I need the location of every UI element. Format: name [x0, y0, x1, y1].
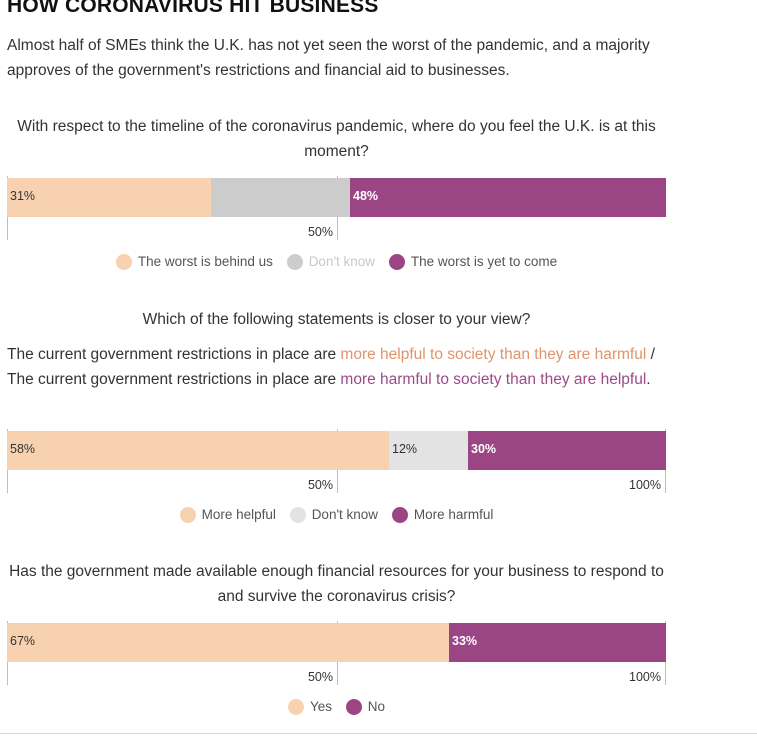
legend-swatch-yes	[287, 698, 304, 715]
chart-1-segment-worst-behind: 31%	[7, 178, 211, 217]
chart-2-label-dont-know: 12%	[392, 442, 418, 456]
statement-middle: / The current government restrictions in…	[7, 346, 655, 388]
chart-1-segment-worst-to-come: 48%	[350, 178, 666, 217]
legend-item-worst-behind: The worst is behind us	[115, 253, 273, 270]
chart-1-segment-dont-know	[211, 178, 350, 217]
chart-2-statement: The current government restrictions in p…	[7, 342, 672, 392]
statement-suffix: .	[646, 371, 651, 388]
chart-1-question: With respect to the timeline of the coro…	[17, 118, 656, 160]
bottom-divider	[0, 733, 757, 734]
legend-swatch-no	[345, 698, 362, 715]
legend-item-worst-to-come: The worst is yet to come	[388, 253, 558, 270]
chart-3-tick-100: 100%	[629, 670, 661, 684]
statement-harmful-phrase: more harmful to society than they are he…	[340, 371, 647, 388]
chart-3-bar: 67% 33%	[7, 623, 666, 662]
legend-label-yes: Yes	[309, 699, 332, 715]
legend-label-worst-to-come: The worst is yet to come	[410, 254, 558, 270]
chart-2-tick-50: 50%	[307, 478, 333, 492]
chart-2-segment-more-helpful: 58%	[7, 431, 389, 470]
chart-3-tick-50: 50%	[307, 670, 333, 684]
chart-2-label-more-helpful: 58%	[10, 442, 36, 456]
chart-3-label-yes: 67%	[10, 634, 36, 648]
legend-label-more-harmful: More harmful	[413, 507, 494, 523]
legend-item-dont-know-2: Don't know	[289, 506, 379, 523]
legend-item-no: No	[345, 698, 386, 715]
legend-label-dont-know: Don't know	[308, 254, 376, 270]
chart-2-bar: 58% 12% 30%	[7, 431, 666, 470]
chart-1-tick-50: 50%	[307, 225, 333, 239]
legend-swatch-more-harmful	[391, 506, 408, 523]
chart-1-bar: 31% 48%	[7, 178, 666, 217]
chart-2-label-more-harmful: 30%	[471, 442, 497, 456]
legend-label-dont-know-2: Don't know	[311, 507, 379, 523]
chart-3-legend: Yes No	[7, 698, 666, 715]
chart-3-question: Has the government made available enough…	[9, 563, 664, 605]
legend-label-no: No	[367, 699, 386, 715]
chart-3-label-no: 33%	[452, 634, 478, 648]
chart-2-legend: More helpful Don't know More harmful	[7, 506, 666, 523]
chart-3-segment-yes: 67%	[7, 623, 449, 662]
legend-swatch-worst-to-come	[388, 253, 405, 270]
legend-item-more-harmful: More harmful	[391, 506, 494, 523]
chart-3-segment-no: 33%	[449, 623, 666, 662]
legend-swatch-dont-know-2	[289, 506, 306, 523]
page-subtitle: Almost half of SMEs think the U.K. has n…	[7, 37, 650, 79]
chart-2-question: Which of the following statements is clo…	[142, 311, 531, 328]
legend-swatch-dont-know	[286, 253, 303, 270]
chart-2-tick-100: 100%	[629, 478, 661, 492]
chart-1-legend: The worst is behind us Don't know The wo…	[7, 253, 666, 270]
legend-label-worst-behind: The worst is behind us	[137, 254, 273, 270]
statement-helpful-phrase: more helpful to society than they are ha…	[340, 346, 647, 363]
legend-item-yes: Yes	[287, 698, 332, 715]
legend-label-more-helpful: More helpful	[201, 507, 276, 523]
statement-prefix: The current government restrictions in p…	[7, 346, 341, 363]
legend-item-dont-know: Don't know	[286, 253, 376, 270]
chart-1-label-worst-behind: 31%	[10, 189, 36, 203]
chart-1-label-worst-to-come: 48%	[353, 189, 379, 203]
page-title: HOW CORONAVIRUS HIT BUSINESS	[7, 0, 379, 17]
chart-2-segment-more-harmful: 30%	[468, 431, 666, 470]
legend-swatch-worst-behind	[115, 253, 132, 270]
legend-item-more-helpful: More helpful	[179, 506, 276, 523]
legend-swatch-more-helpful	[179, 506, 196, 523]
chart-2-segment-dont-know: 12%	[389, 431, 468, 470]
